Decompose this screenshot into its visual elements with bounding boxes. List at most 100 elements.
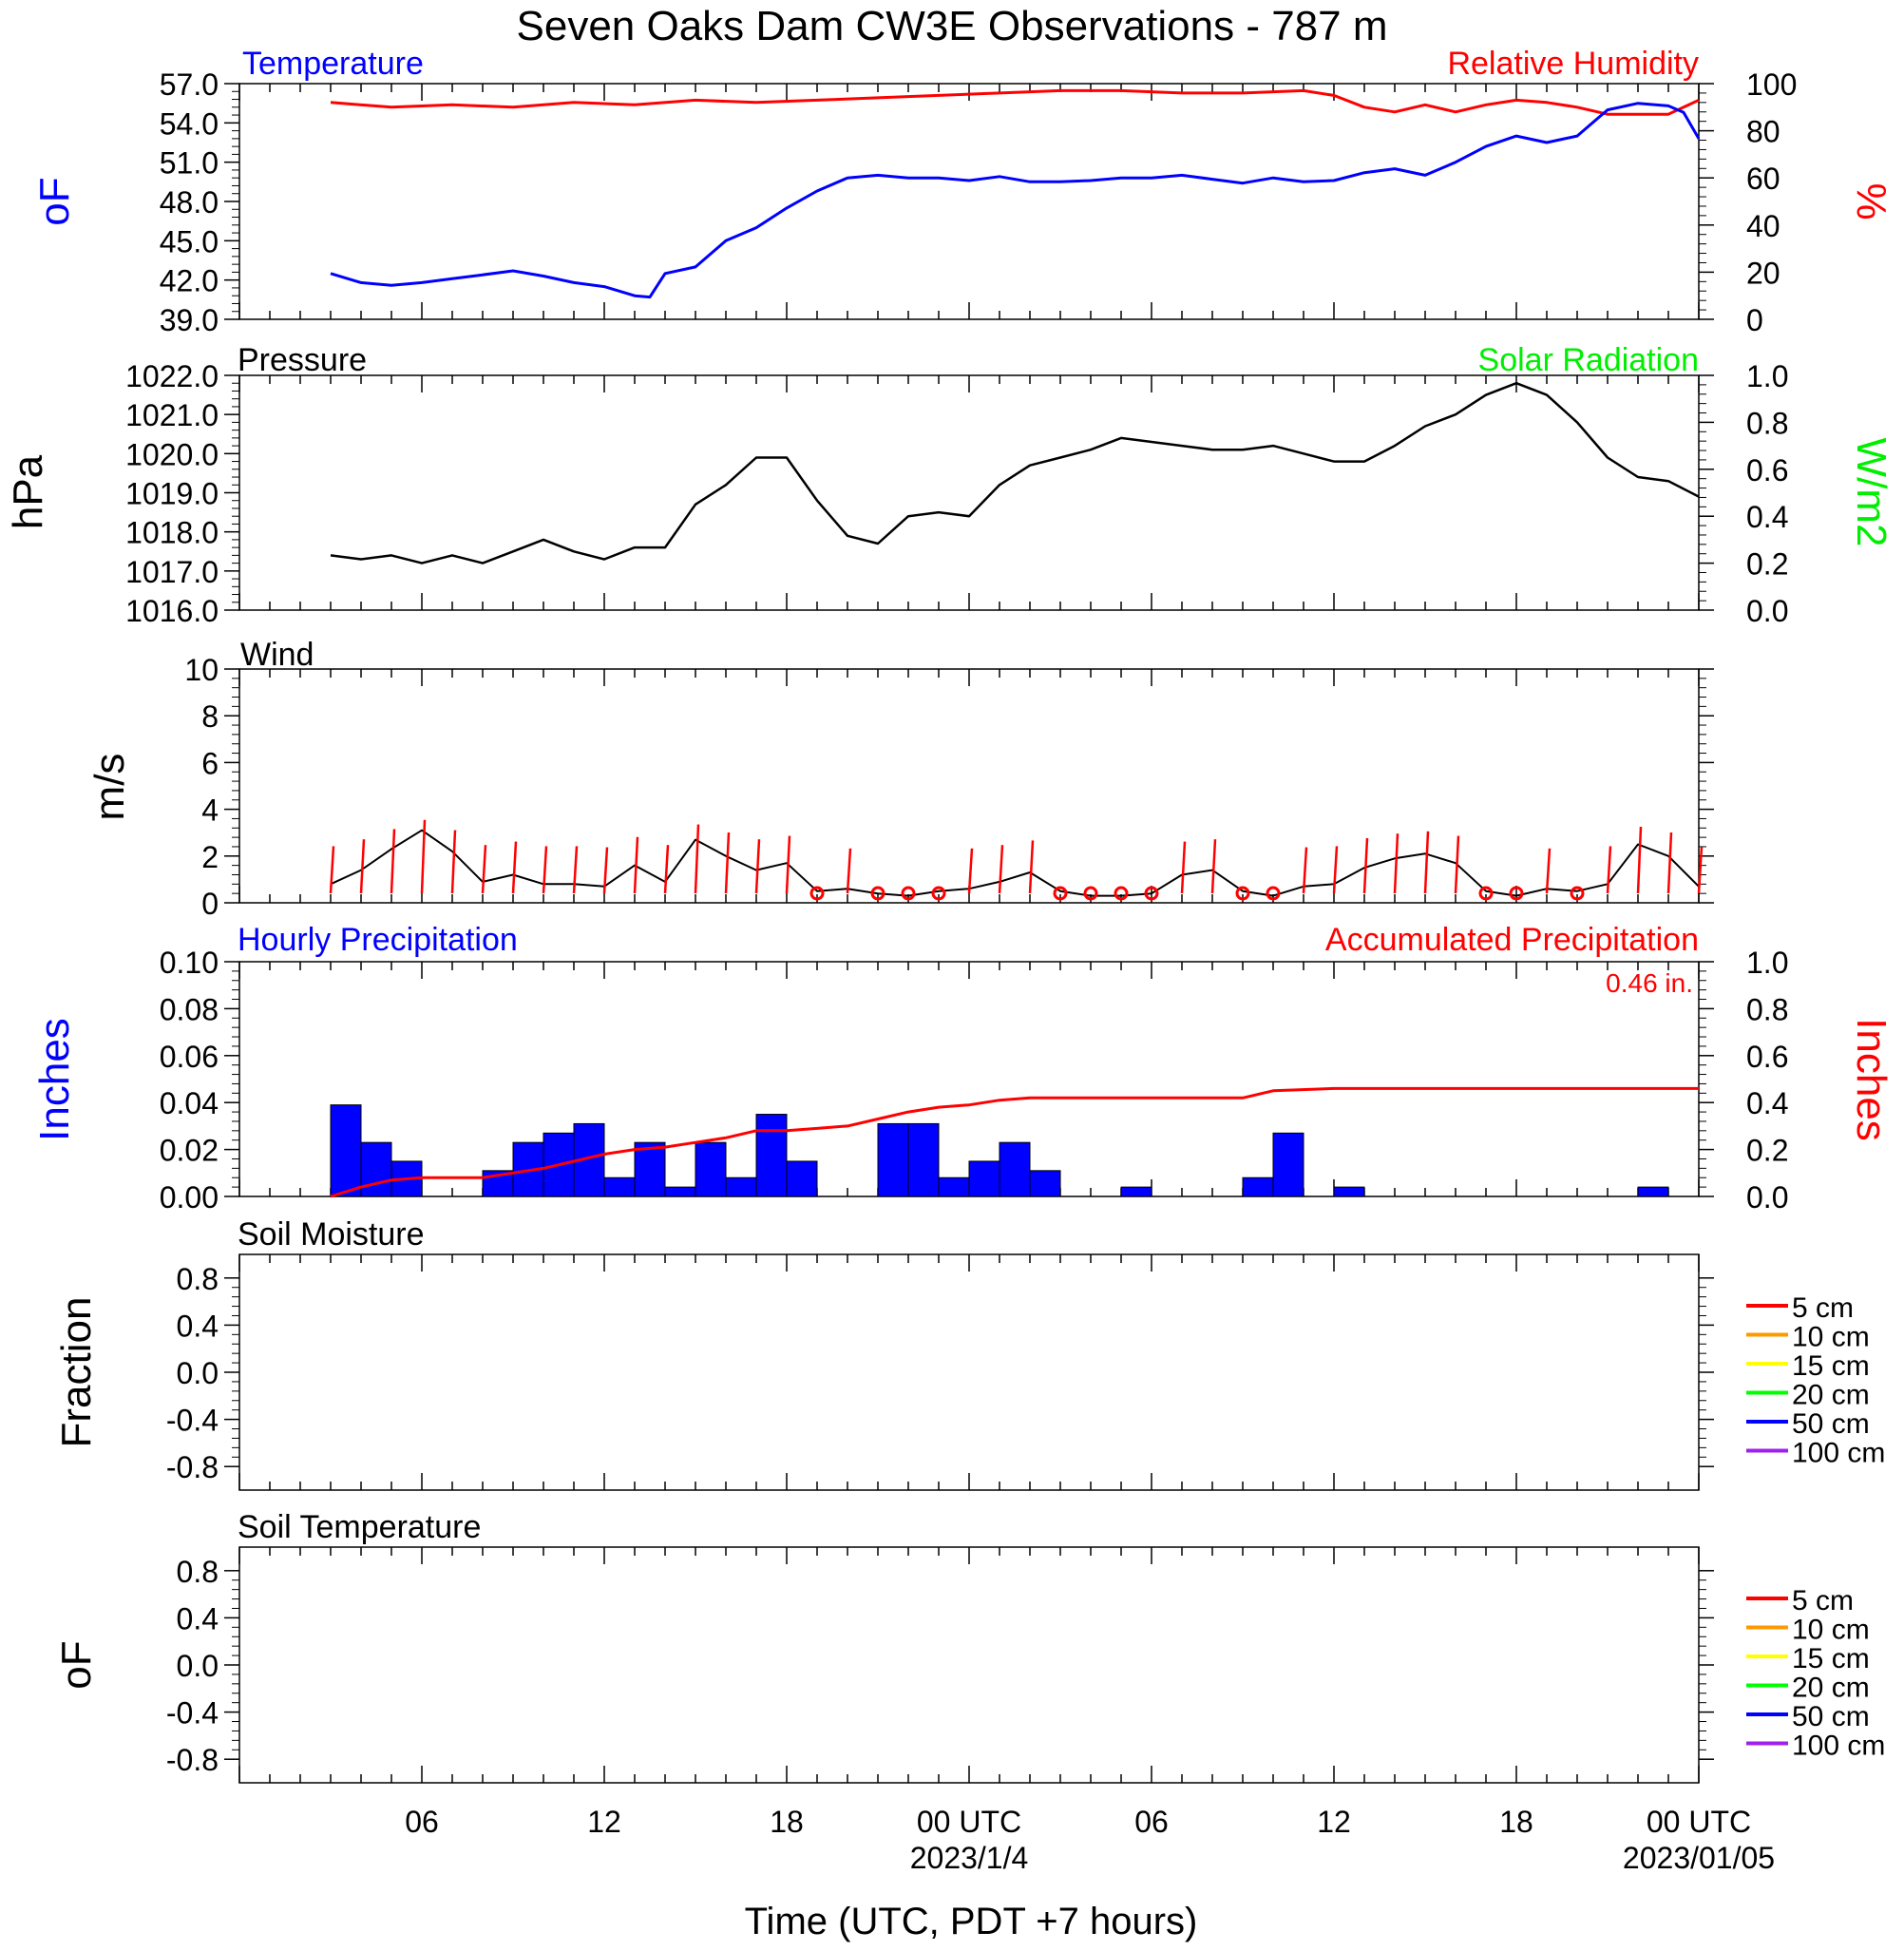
precip-bar bbox=[786, 1160, 818, 1197]
wind-barb bbox=[1332, 846, 1339, 894]
wind-calm-marker bbox=[1083, 886, 1098, 901]
precip-bar bbox=[725, 1176, 757, 1197]
y-tick-label: -0.8 bbox=[166, 1743, 219, 1777]
y-tick-label: 6 bbox=[201, 746, 219, 780]
panel-wind: 10 8 6 4 2 0 Wind m/s bbox=[86, 637, 1714, 921]
y-tick-label-right: 0.2 bbox=[1746, 1134, 1788, 1168]
y-tick-label-right: 0.2 bbox=[1746, 547, 1788, 582]
wind-calm-marker bbox=[870, 886, 885, 901]
legend-label: 5 cm bbox=[1792, 1585, 1854, 1616]
wind-calm-marker bbox=[1144, 886, 1159, 901]
y-tick-label-right: 100 bbox=[1746, 67, 1797, 102]
y-tick-label: 0.10 bbox=[160, 946, 219, 980]
panel-frame bbox=[238, 374, 1700, 611]
y-tick-label-right: 0.8 bbox=[1746, 406, 1788, 440]
y-tick-label: 0.0 bbox=[177, 1356, 219, 1390]
legend-label: 100 cm bbox=[1792, 1438, 1885, 1469]
precip-bar bbox=[999, 1141, 1031, 1197]
precip-bar bbox=[664, 1186, 696, 1197]
y-tick-label: 54.0 bbox=[160, 106, 219, 141]
accum-precip-line bbox=[330, 1086, 1699, 1198]
pressure-title: Pressure bbox=[238, 342, 367, 378]
y-tick-label: 51.0 bbox=[160, 146, 219, 181]
y-tick-label: 0.08 bbox=[160, 992, 219, 1026]
accum-precip-title: Accumulated Precipitation bbox=[1325, 922, 1699, 958]
y-tick-label: 1022.0 bbox=[125, 359, 219, 393]
wind-barb bbox=[1393, 833, 1399, 894]
humidity-title: Relative Humidity bbox=[1447, 46, 1699, 82]
wind-barb bbox=[572, 846, 579, 894]
y-tick-label: 0 bbox=[201, 887, 219, 921]
panel-temperature: 57.0 54.0 51.0 48.0 45.0 42.0 39.0 100 80 60 40 20 0… bbox=[31, 46, 1894, 337]
y-tick-label-right: 0.6 bbox=[1746, 453, 1788, 488]
wind-barb bbox=[511, 841, 518, 894]
precip-bar bbox=[968, 1160, 1000, 1197]
soil-moisture-unit: Fraction bbox=[53, 1297, 100, 1448]
x-tick-label: 18 bbox=[1499, 1805, 1533, 1839]
y-tick-label: 39.0 bbox=[160, 303, 219, 337]
precip-bar bbox=[603, 1176, 636, 1197]
wind-barb bbox=[1362, 837, 1369, 894]
y-tick-label: 57.0 bbox=[160, 67, 219, 102]
wind-barb bbox=[1423, 831, 1430, 894]
y-tick-label: 8 bbox=[201, 699, 219, 734]
legend-label: 50 cm bbox=[1792, 1408, 1870, 1440]
precip-bar bbox=[360, 1141, 392, 1197]
legend-label: 20 cm bbox=[1792, 1380, 1870, 1411]
soil-moisture-title: Soil Moisture bbox=[238, 1216, 425, 1253]
y-tick-label: -0.4 bbox=[166, 1696, 219, 1731]
wind-barb bbox=[1302, 847, 1308, 894]
wind-calm-marker bbox=[1266, 886, 1281, 901]
wind-calm-marker bbox=[1053, 886, 1068, 901]
wind-barb bbox=[329, 846, 335, 894]
wind-calm-marker bbox=[901, 886, 916, 901]
precip-bar bbox=[1029, 1170, 1061, 1197]
precip-bar bbox=[695, 1141, 727, 1197]
legend-label: 50 cm bbox=[1792, 1701, 1870, 1732]
precip-bar bbox=[938, 1176, 970, 1197]
pressure-line bbox=[330, 381, 1700, 564]
wind-unit: m/s bbox=[86, 754, 133, 821]
hourly-precip-unit: Inches bbox=[31, 1018, 78, 1141]
solar-title: Solar Radiation bbox=[1478, 342, 1699, 378]
wind-barb bbox=[754, 839, 761, 894]
y-tick-label: 1020.0 bbox=[125, 437, 219, 471]
y-tick-label: 0.02 bbox=[160, 1134, 219, 1168]
precip-bar bbox=[1120, 1186, 1152, 1197]
solar-unit: W/m2 bbox=[1848, 438, 1894, 547]
wind-calm-marker bbox=[1235, 886, 1250, 901]
y-tick-label-right: 0.4 bbox=[1746, 1086, 1788, 1120]
y-tick-label-right: 0.0 bbox=[1746, 594, 1788, 628]
panel-frame bbox=[238, 1253, 1700, 1491]
y-tick-label-right: 1.0 bbox=[1746, 359, 1788, 393]
panel-soil-moisture: 0.8 0.4 0.0 -0.4 -0.8 Soil Moisture Fraction 5 … bbox=[53, 1216, 1885, 1491]
y-tick-label: 0.8 bbox=[177, 1555, 219, 1589]
y-tick-label: 0.06 bbox=[160, 1040, 219, 1074]
wind-barb bbox=[1666, 832, 1673, 894]
wind-calm-marker bbox=[1478, 886, 1494, 901]
wind-barb bbox=[1180, 841, 1187, 894]
y-tick-label: 10 bbox=[184, 653, 219, 687]
wind-barb bbox=[724, 832, 731, 894]
wind-calm-marker bbox=[809, 886, 825, 901]
wind-calm-marker bbox=[1114, 886, 1129, 901]
y-tick-label: 1021.0 bbox=[125, 398, 219, 432]
panel-frame bbox=[238, 668, 1700, 904]
y-tick-label: 42.0 bbox=[160, 264, 219, 298]
wind-barb bbox=[1210, 839, 1217, 894]
precip-total: 0.46 in. bbox=[1606, 968, 1693, 998]
x-axis-label: Time (UTC, PDT +7 hours) bbox=[745, 1901, 1198, 1942]
wind-calm-marker bbox=[1509, 886, 1524, 901]
precip-bar bbox=[1333, 1186, 1365, 1197]
y-tick-label-right: 0 bbox=[1746, 303, 1763, 337]
soil-temperature-unit: oF bbox=[53, 1640, 100, 1689]
x-tick-label: 00 UTC bbox=[1647, 1805, 1751, 1839]
legend-label: 5 cm bbox=[1792, 1292, 1854, 1324]
panel-frame bbox=[238, 83, 1700, 320]
wind-barb bbox=[602, 847, 609, 894]
precip-bar bbox=[1272, 1132, 1304, 1197]
